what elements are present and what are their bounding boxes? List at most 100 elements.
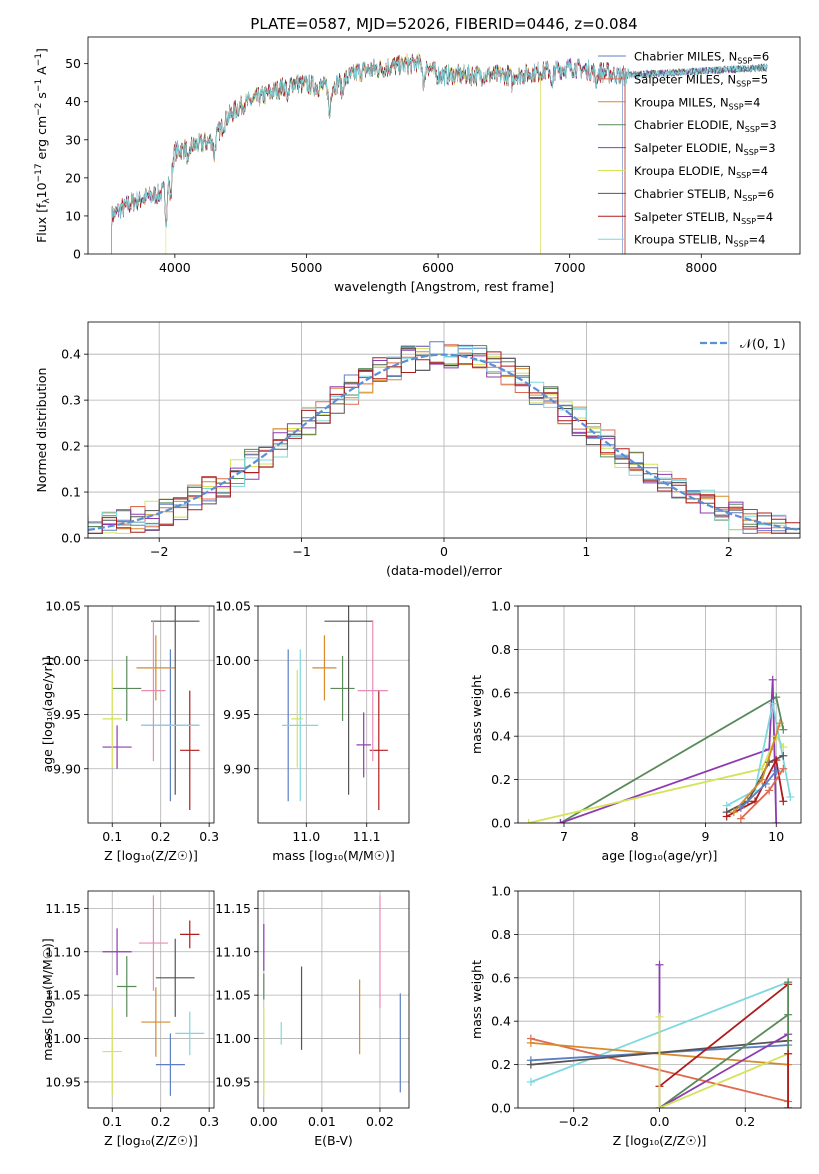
x-tick-label: 0.1	[102, 1114, 122, 1129]
panel-age-Z: 0.1 0.2 0.3 9.90 9.95 10.00 10.05 Z [log₁₀(Z/Z☉…	[40, 599, 219, 864]
y-tick-label: 9.95	[223, 707, 251, 722]
y-tick-label: 0.2	[491, 772, 511, 787]
legend-text-end: =6	[752, 50, 769, 64]
y-label-part: −2	[34, 103, 44, 116]
weight-line-kroupa-elodie	[659, 1052, 789, 1108]
legend-text-end: =4	[756, 210, 773, 224]
axes-frame	[87, 605, 215, 824]
y-tick-label: 10.95	[215, 1074, 251, 1089]
y-tick-label: 9.95	[53, 707, 81, 722]
legend-label: Chabrier MILES, NSSP=6	[634, 50, 769, 66]
x-tick-label: 1	[582, 544, 590, 559]
legend-label: Salpeter STELIB, NSSP=4	[634, 210, 773, 226]
y-tick-label: 0.0	[491, 1101, 511, 1116]
y-tick-label: 40	[65, 94, 81, 109]
legend-label: 𝒩(0, 1)	[740, 336, 786, 351]
weights-weight-age	[524, 675, 795, 823]
x-tick-label: 0.02	[366, 1114, 394, 1129]
y-tick-label: 11.10	[215, 944, 251, 959]
errorbars-age-Z	[102, 606, 200, 810]
legend-label: Kroupa STELIB, NSSP=4	[634, 233, 765, 249]
legend-label: Chabrier ELODIE, NSSP=3	[634, 118, 777, 134]
x-tick-label: 0.01	[308, 1114, 336, 1129]
axes-frame	[257, 605, 410, 824]
y-tick-label: 0.6	[491, 970, 511, 985]
y-tick-label: 11.05	[215, 988, 251, 1003]
axes-frame	[257, 890, 410, 1109]
x-tick-label: 0.00	[250, 1114, 278, 1129]
x-tick-label: 0.1	[102, 829, 122, 844]
x-tick-label: 4000	[159, 260, 191, 275]
legend-text-end: =3	[759, 141, 776, 155]
legend-text: Chabrier ELODIE, N	[634, 118, 745, 132]
legend-label: Salpeter MILES, NSSP=5	[634, 72, 768, 88]
legend-text-end: =5	[751, 72, 768, 86]
x-axis-label: Z [log₁₀(Z/Z☉)]	[104, 1133, 198, 1148]
y-tick-label: 0.1	[61, 485, 81, 500]
y-tick-label: 0.4	[491, 1014, 511, 1029]
legend-label: Salpeter ELODIE, NSSP=3	[634, 141, 776, 157]
y-tick-label: 0.8	[491, 642, 511, 657]
y-label-part: ]	[34, 48, 49, 53]
errorbars-mass-Z	[102, 895, 205, 1096]
legend-label: Kroupa MILES, NSSP=4	[634, 95, 760, 111]
legend-sub: SSP	[742, 194, 757, 203]
y-tick-label: 0.8	[491, 927, 511, 942]
y-tick-label: 0.0	[491, 816, 511, 831]
weight-line-salpeter-stelib	[658, 983, 789, 1088]
legend-sub: SSP	[734, 240, 749, 249]
y-tick-label: 10.00	[215, 653, 251, 668]
x-tick-label: 11.0	[292, 829, 320, 844]
y-tick-label: 0.3	[61, 393, 81, 408]
axes-frame	[517, 605, 802, 824]
x-axis-label: Z [log₁₀(Z/Z☉)]	[104, 848, 198, 863]
weight-line-chabrier-elodie	[658, 1013, 789, 1108]
histogram-salpeter-stelib	[88, 351, 800, 534]
gaussian-curve	[88, 353, 798, 531]
panel-spectrum: 4000 5000 6000 7000 8000 0 10 20 30 40 50 wavelengt…	[65, 56, 717, 294]
y-tick-label: 10	[65, 208, 81, 223]
y-tick-label: 20	[65, 170, 81, 185]
x-tick-label: 5000	[291, 260, 323, 275]
x-tick-label: 0.0	[650, 1114, 670, 1129]
legend-text-end: =4	[751, 164, 768, 178]
x-tick-label: 8000	[685, 260, 717, 275]
x-tick-label: 0.3	[199, 829, 219, 844]
y-tick-label: 0.2	[491, 1057, 511, 1072]
legend-text: Salpeter MILES, N	[634, 72, 736, 86]
y-axis-label: mass weight	[469, 960, 484, 1039]
y-axis-label: age [log₁₀(age/yr)]	[40, 657, 55, 773]
y-label-part: −17	[34, 163, 44, 182]
legend-sub: SSP	[741, 217, 756, 226]
axes-frame	[517, 890, 802, 1109]
x-tick-label: 8	[631, 829, 639, 844]
errorbars-age-mass	[282, 606, 388, 810]
legend-text-end: =6	[757, 187, 774, 201]
legend-text: Kroupa MILES, N	[634, 95, 729, 109]
legend-text-end: =4	[744, 95, 761, 109]
y-label-part: erg cm	[34, 116, 49, 164]
x-axis-label: mass [log₁₀(M/M☉)]	[272, 848, 394, 863]
x-tick-label: 0.2	[151, 1114, 171, 1129]
y-tick-label: 11.00	[215, 1031, 251, 1046]
weight-line-salpeter-elodie	[659, 1033, 789, 1108]
y-tick-label: 0.6	[491, 685, 511, 700]
spectrum-series-chabrier-miles	[111, 53, 623, 254]
x-tick-label: 7000	[554, 260, 586, 275]
y-label-part: λ	[42, 198, 52, 204]
y-tick-label: 11.05	[45, 988, 81, 1003]
axes-frame	[87, 890, 215, 1109]
y-axis-label: mass [log₁₀(M/M☉)]	[40, 938, 55, 1060]
y-tick-label: 1.0	[491, 599, 511, 614]
x-axis-label: age [log₁₀(age/yr)]	[602, 848, 718, 863]
legend-text: Salpeter ELODIE, N	[634, 141, 744, 155]
axes-frame	[87, 321, 801, 539]
y-tick-label: 11.15	[215, 901, 251, 916]
y-tick-label: 11.10	[45, 944, 81, 959]
y-tick-label: 0.2	[61, 439, 81, 454]
x-tick-label: 2	[725, 544, 733, 559]
x-tick-label: 10	[768, 829, 784, 844]
y-tick-label: 9.90	[53, 761, 81, 776]
legend-sub: SSP	[737, 57, 752, 66]
